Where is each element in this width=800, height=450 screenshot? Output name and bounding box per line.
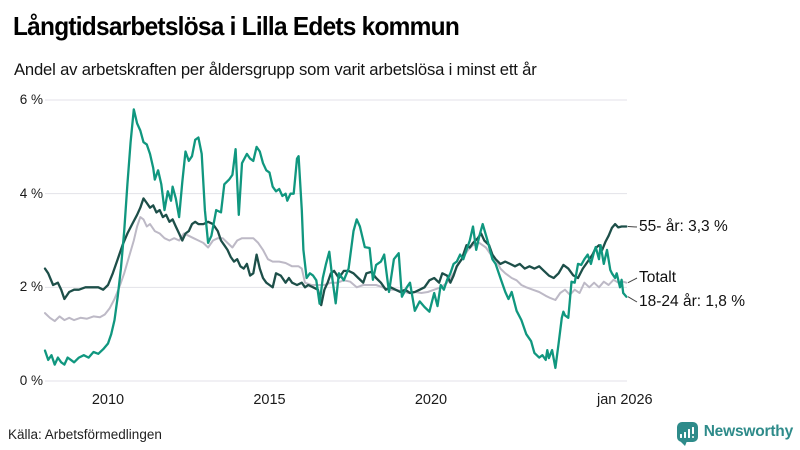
source-attribution: Källa: Arbetsförmedlingen	[8, 427, 162, 442]
newsworthy-branding: Newsworthy	[676, 420, 794, 446]
chart-subtitle: Andel av arbetskraften per åldersgrupp s…	[14, 60, 537, 79]
x-axis-tick-2015: 2015	[253, 392, 286, 408]
series-label-18-24-ar: 18-24 år: 1,8 %	[639, 293, 745, 310]
y-axis-tick-6: 6 %	[19, 92, 43, 108]
newsworthy-wordmark: Newsworthy	[703, 423, 794, 440]
page-title: Långtidsarbetslösa i Lilla Edets kommun	[13, 11, 460, 41]
y-axis-tick-2: 2 %	[19, 279, 43, 295]
x-axis-tick-jan-2026: jan 2026	[596, 392, 653, 408]
x-axis-tick-2010: 2010	[91, 392, 125, 408]
y-axis-tick-0: 0 %	[19, 373, 43, 388]
series-label-55-ar: 55- år: 3,3 %	[639, 218, 728, 235]
x-axis-tick-2020: 2020	[414, 392, 448, 408]
newsworthy-bar-chart-bubble-icon	[676, 422, 698, 446]
series-label-totalt: Totalt	[639, 269, 677, 286]
y-axis-tick-4: 4 %	[19, 185, 43, 201]
